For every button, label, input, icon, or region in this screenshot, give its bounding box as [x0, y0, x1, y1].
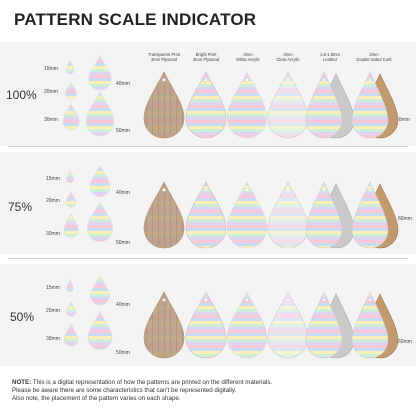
- scale-percent-50: 50%: [10, 310, 35, 324]
- column-header-cork: 2mm Double Sided Cork: [356, 52, 392, 62]
- transparent-print-overlay: [144, 292, 184, 358]
- sample-bright-plywood: [185, 181, 227, 249]
- size-label: 40mm: [116, 302, 130, 308]
- size-label: 40mm: [116, 81, 130, 87]
- size-label: 50mm: [116, 128, 130, 134]
- sample-white-acrylic: [226, 181, 268, 249]
- transparent-print-overlay: [144, 72, 184, 138]
- sample-size-label: 60mm: [396, 117, 410, 123]
- size-label: 30mm: [44, 117, 58, 123]
- sample-bright-plywood: [185, 71, 227, 139]
- sample-clear-acrylic: [267, 181, 309, 249]
- scale-percent-75: 75%: [8, 200, 33, 214]
- size-label: 20mm: [46, 308, 60, 314]
- size-drop-20mm: [65, 191, 77, 208]
- note-line-3: Also note, the placement of the pattern …: [12, 395, 181, 402]
- size-drop-30mm: [63, 213, 79, 238]
- sample-size-label: 60mm: [398, 216, 412, 222]
- note-label: NOTE:: [12, 379, 32, 386]
- column-header-leather: 1.6-1.8mm Leather: [319, 52, 340, 62]
- size-label: 15mm: [44, 66, 58, 72]
- scale-percent-100: 100%: [6, 88, 37, 102]
- size-drop-50mm: [85, 91, 115, 137]
- size-drop-50mm: [87, 311, 113, 350]
- note-line-1: This is a digital representation of how …: [32, 379, 273, 386]
- size-label: 15mm: [46, 176, 60, 182]
- size-label: 50mm: [116, 350, 130, 356]
- sample-leather-front: [305, 181, 343, 249]
- transparent-print-overlay: [144, 182, 184, 248]
- size-label: 50mm: [116, 240, 130, 246]
- size-label: 40mm: [116, 190, 130, 196]
- column-header-clear-acrylic: 3mm Clear Acrylic: [276, 52, 300, 62]
- size-label: 20mm: [46, 198, 60, 204]
- size-drop-40mm: [90, 275, 110, 306]
- column-header-white-acrylic: 3mm White Acrylic: [236, 52, 260, 62]
- size-drop-40mm: [88, 55, 112, 91]
- sample-clear-acrylic: [267, 291, 309, 359]
- sample-clear-acrylic: [267, 71, 309, 139]
- size-label: 30mm: [46, 231, 60, 237]
- size-label: 20mm: [44, 89, 58, 95]
- sample-bright-plywood: [185, 291, 227, 359]
- size-drop-15mm: [66, 279, 74, 293]
- size-drop-20mm: [66, 301, 76, 317]
- sample-cork-front: [351, 291, 389, 359]
- size-drop-20mm: [65, 81, 77, 100]
- size-drop-15mm: [65, 59, 75, 75]
- sample-size-label: 60mm: [398, 339, 412, 345]
- note-line-2: Please be aware there are some character…: [12, 387, 237, 394]
- column-header-transparent-plywood: Transparent Print 3mm Plywood: [147, 52, 181, 62]
- size-label: 30mm: [46, 336, 60, 342]
- column-header-bright-plywood: Bright Print 3mm Plywood: [192, 52, 220, 62]
- sample-leather-front: [305, 291, 343, 359]
- sample-white-acrylic: [226, 291, 268, 359]
- sample-cork-front: [351, 71, 389, 139]
- sample-leather-front: [305, 71, 343, 139]
- row-divider: [8, 258, 408, 259]
- sample-cork-front: [351, 181, 389, 249]
- page-title: PATTERN SCALE INDICATOR: [14, 10, 257, 29]
- size-drop-50mm: [87, 201, 113, 242]
- size-drop-30mm: [63, 323, 79, 347]
- size-drop-30mm: [62, 103, 80, 131]
- size-drop-40mm: [89, 165, 111, 197]
- size-drop-15mm: [66, 169, 74, 183]
- disclaimer-note: NOTE: This is a digital representation o…: [12, 379, 406, 403]
- row-divider: [8, 146, 408, 147]
- size-label: 15mm: [46, 285, 60, 291]
- sample-white-acrylic: [226, 71, 268, 139]
